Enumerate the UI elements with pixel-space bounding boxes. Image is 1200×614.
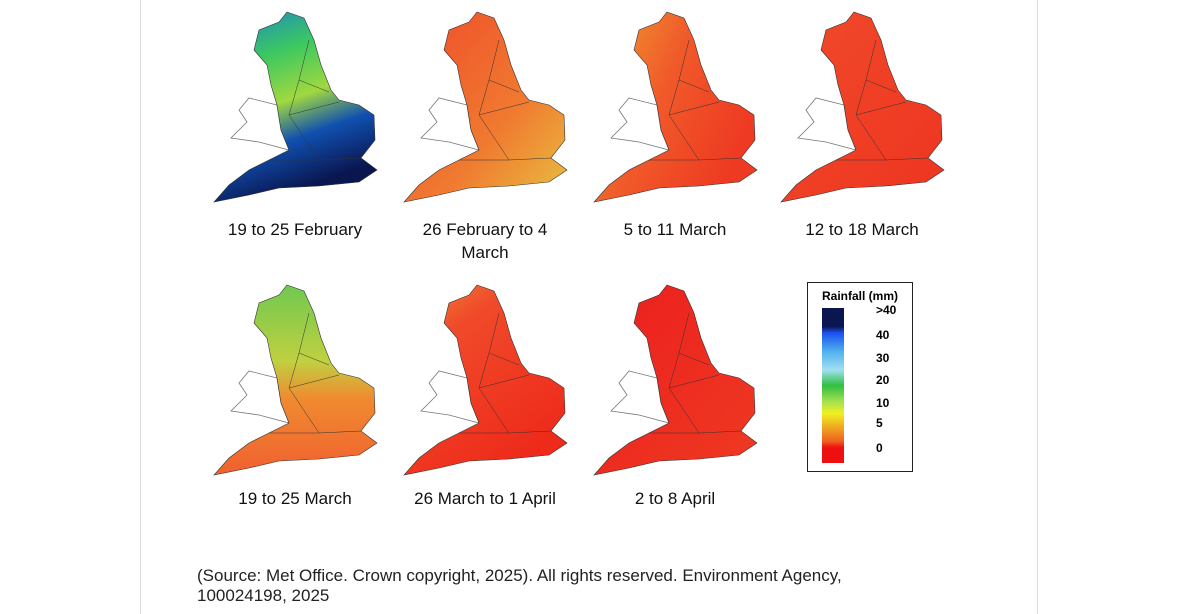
legend: Rainfall (mm) >40 40 30 20 10 5 0 <box>807 282 913 472</box>
legend-label: 5 <box>876 416 883 430</box>
panel-label: 5 to 11 March <box>623 220 727 239</box>
panel-label: 26 March to 1 April <box>414 489 556 508</box>
frame-right <box>1037 0 1038 614</box>
panel-label: 19 to 25 March <box>238 489 352 508</box>
rainfall-map <box>593 11 758 203</box>
rainfall-map <box>593 284 758 476</box>
rainfall-map <box>403 11 568 203</box>
source-note: (Source: Met Office. Crown copyright, 20… <box>197 566 842 605</box>
panel-label: 2 to 8 April <box>634 489 716 508</box>
legend-label: 40 <box>876 328 890 342</box>
legend-label: 30 <box>876 351 890 365</box>
rainfall-map <box>403 284 568 476</box>
rainfall-map <box>213 11 378 203</box>
legend-label: >40 <box>876 303 897 317</box>
frame-left <box>140 0 141 614</box>
rainfall-map <box>213 284 378 476</box>
legend-label: 0 <box>876 441 883 455</box>
legend-title: Rainfall (mm) <box>821 289 898 303</box>
legend-label: 20 <box>876 373 890 387</box>
legend-label: 10 <box>876 396 890 410</box>
panel-label: 19 to 25 February <box>227 220 363 239</box>
legend-colorbar <box>822 308 844 463</box>
panel-label: 26 February to 4 March <box>422 220 548 262</box>
rainfall-map <box>780 11 945 203</box>
panel-label: 12 to 18 March <box>805 220 919 239</box>
